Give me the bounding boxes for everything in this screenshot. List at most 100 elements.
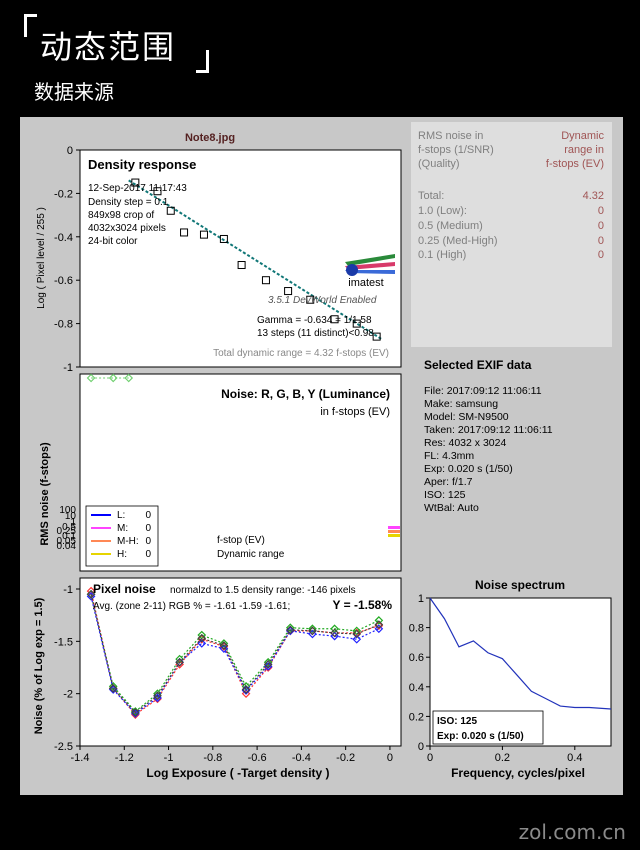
exif-row: WtBal: Auto: [424, 502, 479, 514]
pixel-point: [308, 626, 317, 636]
pixel-noise-title: Pixel noise: [93, 582, 156, 596]
density-info: 12-Sep-2017 11:17:43 Density step = 0.1 …: [88, 183, 187, 247]
density-gamma: Gamma = -0.634 = 1/1.58: [257, 315, 372, 326]
noise-ev-point: [86, 373, 96, 383]
pixel-point: [219, 641, 229, 650]
exif-row: Model: SM-N9500: [424, 411, 509, 423]
density-ytick-label: -0.2: [54, 188, 73, 200]
pixel-point: [263, 660, 273, 669]
pixel-point: [108, 684, 118, 693]
density-ytick-label: -0.4: [54, 232, 73, 244]
watermark: zol.com.cn: [518, 820, 626, 844]
spectrum-ytick-label: 1: [418, 593, 424, 605]
imatest-logo-text: imatest: [348, 277, 383, 289]
exif-row: FL: 4.3mm: [424, 450, 474, 462]
density-point: [153, 187, 162, 196]
density-point: [372, 332, 381, 341]
exif-row: Exp: 0.020 s (1/50): [424, 463, 513, 475]
pixel-xtick-label: -0.6: [248, 752, 267, 764]
pixel-point: [285, 623, 295, 633]
pixel-point: [352, 629, 362, 639]
pixel-point: [175, 657, 184, 667]
density-ytick-label: -1: [63, 362, 73, 374]
legend-value: 0: [145, 510, 151, 521]
pixel-xtick-label: -0.2: [336, 752, 355, 764]
legend-label: M:: [117, 523, 128, 534]
pixel-point: [308, 624, 317, 634]
pixel-point: [374, 616, 384, 625]
pixel-point: [352, 626, 362, 636]
noise-row-value: 0: [598, 205, 604, 217]
dr-marker: [388, 534, 400, 537]
pixel-ytick-label: -1: [63, 584, 73, 596]
pixel-point: [130, 708, 140, 717]
density-info-line: Density step = 0.1: [88, 197, 169, 208]
density-point: [352, 319, 361, 328]
exif-row: ISO: 125: [424, 489, 466, 501]
pixel-noise-ylabel: Noise (% of Log exp = 1.5): [33, 597, 45, 734]
density-info-line: 12-Sep-2017 11:17:43: [88, 183, 187, 194]
pixel-xtick-label: -1.4: [71, 752, 90, 764]
spectrum-xtick-label: 0.2: [495, 752, 510, 764]
density-title: Density response: [88, 157, 196, 172]
noise-ev-plot-area: [79, 373, 402, 572]
spectrum-ytick-label: 0.8: [409, 623, 424, 635]
density-point: [180, 228, 189, 237]
pixel-point: [352, 634, 362, 644]
noise-row-value: 4.32: [583, 190, 604, 202]
spectrum-ytick-label: 0: [418, 741, 424, 753]
legend-label: M-H:: [117, 536, 139, 547]
pixel-noise-yavg: Y = -1.58%: [333, 598, 393, 612]
dr-marker: [388, 530, 400, 533]
pixel-xtick-label: -1.2: [115, 752, 134, 764]
exif-list: File: 2017:09:12 11:06:11 Make: samsung …: [424, 385, 553, 514]
noise-row-value: 0: [598, 220, 604, 232]
dr-marker: [388, 526, 400, 529]
pixel-point: [86, 589, 96, 599]
noise-ev-ytick-label: 0.05: [57, 536, 77, 547]
title-bracket-left: [24, 14, 37, 37]
exif-row: Make: samsung: [424, 398, 498, 410]
noise-ev-ytick-label: 1: [70, 517, 76, 528]
page-subtitle: 数据来源: [34, 80, 114, 104]
pixel-noise-plot: -1 -1.5 -2 -2.5-1.4 -1.2 -1 -0.8 -0.6 -0.4 -0.2 0: [54, 584, 393, 764]
noise-row-label: 0.5 (Medium): [418, 220, 483, 232]
title-bracket-right: [196, 50, 209, 73]
spectrum-exp: Exp: 0.020 s (1/50): [437, 731, 524, 742]
noise-ev-ytick-label: 10: [65, 511, 77, 522]
spectrum-ytick-label: 0.4: [409, 682, 424, 694]
pixel-xtick-label: 0: [387, 752, 393, 764]
noise-ev-subtitle: in f-stops (EV): [320, 406, 390, 418]
exif-row: File: 2017:09:12 11:06:11: [424, 385, 542, 397]
pixel-xtick-label: -1: [164, 752, 174, 764]
noise-ev-ytick-label: 0.04: [57, 541, 77, 552]
noise-table-head: RMS noise in: [418, 130, 483, 142]
dr-table-head: f-stops (EV): [546, 158, 604, 170]
noise-ev-point: [124, 373, 134, 383]
spectrum-ytick-label: 0.6: [409, 652, 424, 664]
noise-row-label: 0.1 (High): [418, 249, 466, 261]
noise-row-value: 0: [598, 235, 604, 247]
density-info-line: 24-bit color: [88, 236, 138, 247]
pixel-point: [197, 634, 207, 644]
noise-ev-ytick-label: 100: [59, 505, 76, 516]
noise-ev-legend: [85, 505, 159, 567]
density-ytick-label: 0: [67, 145, 73, 157]
imatest-logo: imatest: [345, 254, 395, 289]
spectrum-ytick-label: 0.2: [409, 711, 424, 723]
noise-ev-ylabel: RMS noise (f-stops): [39, 442, 51, 546]
density-total-range: Total dynamic range = 4.32 f-stops (EV): [213, 348, 389, 359]
pixel-point: [219, 639, 229, 648]
dr-table-head: range in: [564, 144, 604, 156]
pixel-point: [374, 624, 384, 634]
spectrum-iso: ISO: 125: [437, 716, 477, 727]
pixel-point: [241, 685, 251, 694]
legend-label: L:: [117, 510, 125, 521]
noise-ev-ytick-label: 0.1: [62, 531, 76, 542]
noise-table: [411, 122, 612, 347]
pixel-point: [374, 620, 384, 629]
density-point: [131, 178, 140, 187]
exif-title: Selected EXIF data: [424, 358, 532, 372]
spectrum-info-box: [432, 710, 544, 745]
